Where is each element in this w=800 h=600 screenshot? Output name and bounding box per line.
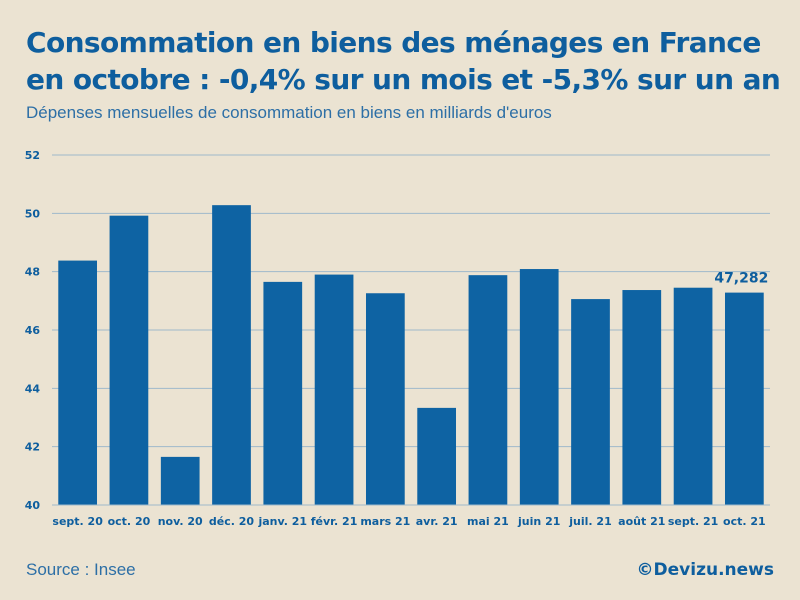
x-tick-label: sept. 20 <box>52 515 103 528</box>
bar <box>673 287 713 505</box>
x-tick-label: juin 21 <box>517 515 560 528</box>
y-tick-label: 48 <box>25 266 40 279</box>
bar <box>160 456 200 505</box>
chart-subtitle: Dépenses mensuelles de consommation en b… <box>26 103 552 122</box>
x-tick-label: juil. 21 <box>568 515 611 528</box>
chart-title: Consommation en biens des ménages en Fra… <box>26 26 781 96</box>
bar <box>571 299 610 505</box>
x-tick-label: mars 21 <box>360 515 410 528</box>
x-tick-label: janv. 21 <box>257 515 307 528</box>
x-tick-label: août 21 <box>618 515 665 528</box>
y-tick-label: 50 <box>25 207 41 220</box>
source-note: Source : Insee <box>26 560 136 579</box>
bar <box>58 260 98 505</box>
x-tick-label: oct. 21 <box>723 515 766 528</box>
bar <box>212 205 251 505</box>
y-tick-label: 52 <box>25 149 40 162</box>
bar <box>468 275 508 505</box>
bar <box>365 293 405 505</box>
bar <box>417 407 457 505</box>
x-tick-label: mai 21 <box>467 515 509 528</box>
bar <box>263 281 303 505</box>
bar <box>314 274 354 505</box>
x-tick-label: nov. 20 <box>158 515 203 528</box>
y-tick-label: 46 <box>25 324 41 337</box>
data-label: 47,282 <box>714 271 768 287</box>
bar <box>519 269 559 505</box>
y-tick-label: 42 <box>25 441 40 454</box>
x-tick-label: avr. 21 <box>416 515 458 528</box>
x-tick-label: oct. 20 <box>108 515 151 528</box>
bar <box>724 292 764 505</box>
x-tick-label: févr. 21 <box>311 515 358 528</box>
bar <box>622 290 662 505</box>
bar <box>109 215 149 505</box>
credit-logo: ©Devizu.news <box>636 560 774 580</box>
y-tick-label: 44 <box>25 382 41 395</box>
x-tick-label: déc. 20 <box>209 515 255 528</box>
x-tick-label: sept. 21 <box>668 515 718 528</box>
y-tick-label: 40 <box>25 499 41 512</box>
